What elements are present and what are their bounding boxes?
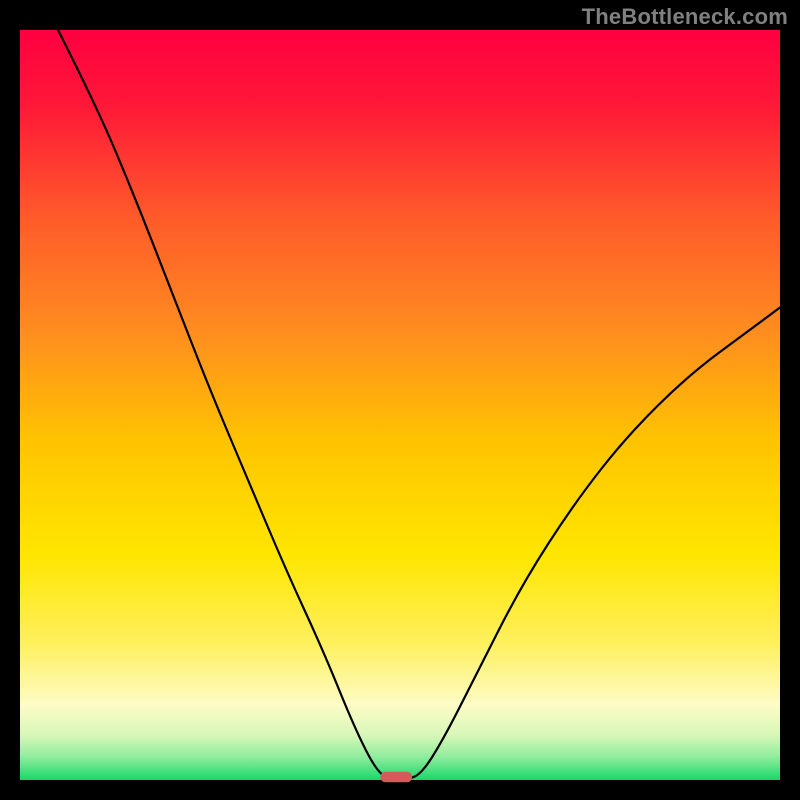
bottleneck-chart xyxy=(0,0,800,800)
optimum-marker xyxy=(380,772,412,783)
watermark-text: TheBottleneck.com xyxy=(582,4,788,30)
chart-stage: TheBottleneck.com xyxy=(0,0,800,800)
plot-background xyxy=(20,30,780,780)
